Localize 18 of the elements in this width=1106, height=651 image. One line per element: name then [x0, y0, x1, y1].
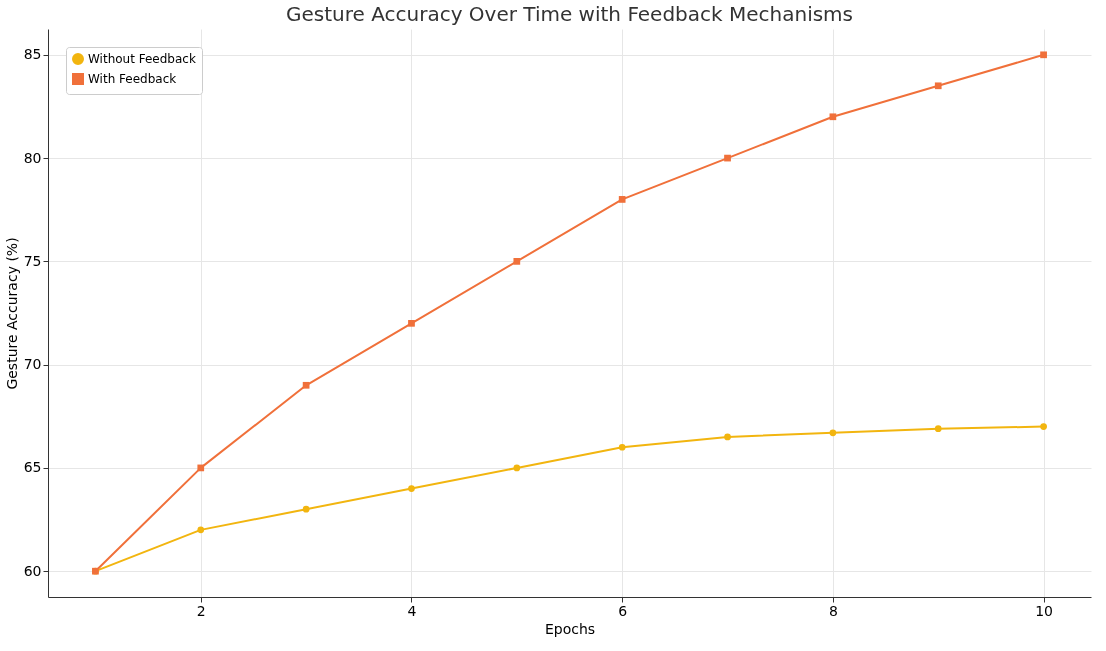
chart-title: Gesture Accuracy Over Time with Feedback Mechanisms	[285, 2, 854, 26]
x-tick-label: 4	[407, 602, 417, 619]
y-tick-label: 80	[23, 149, 42, 166]
x-tick-label: 8	[828, 602, 838, 619]
y-tick-label: 60	[23, 562, 42, 579]
x-tick-label: 10	[1035, 602, 1053, 619]
y-tick-label: 85	[23, 46, 42, 63]
x-tick-label: 2	[196, 602, 206, 619]
y-tick-label: 70	[23, 356, 42, 373]
legend-label: With Feedback	[88, 72, 177, 86]
x-tick-label: 6	[618, 602, 628, 619]
y-axis-title: Gesture Accuracy (%)	[3, 237, 20, 390]
y-tick-label: 75	[23, 252, 42, 269]
point	[1040, 423, 1047, 430]
point	[408, 485, 415, 492]
legend-label: Without Feedback	[88, 52, 196, 66]
y-tick-label: 65	[23, 459, 42, 476]
x-axis-title: Epochs	[544, 620, 596, 637]
